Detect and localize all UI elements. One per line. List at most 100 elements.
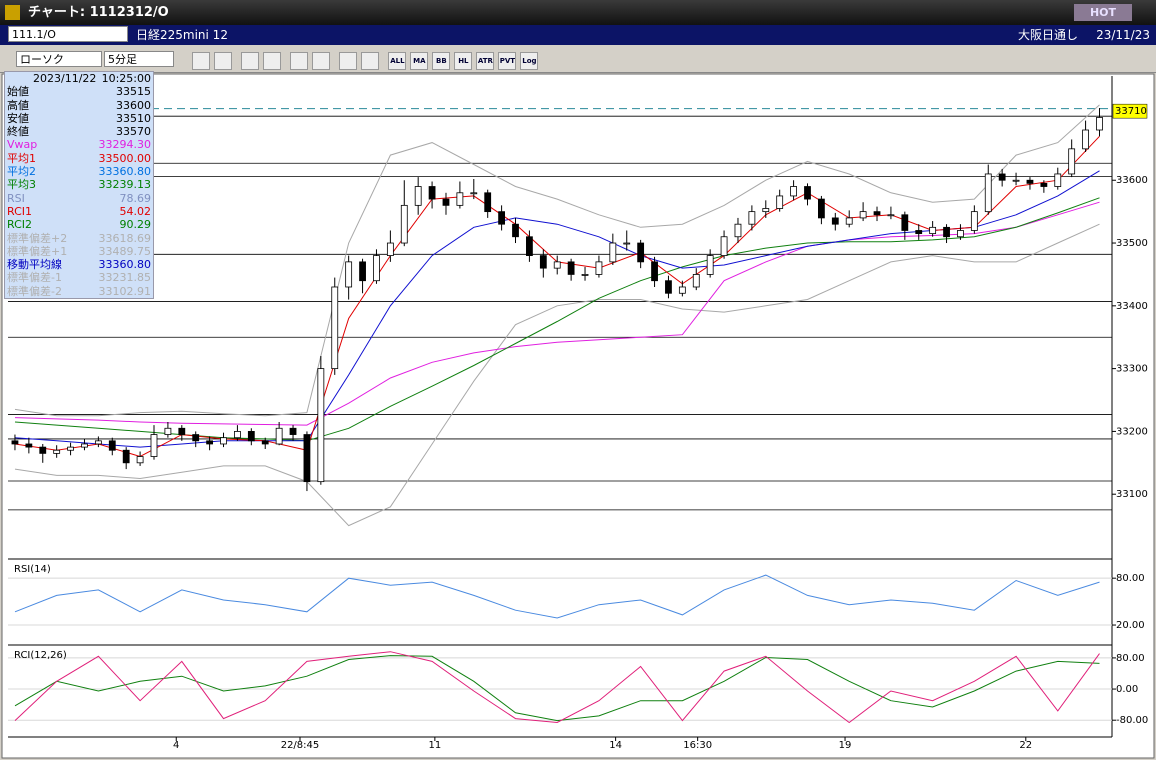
x-tick-label: 22/8:45	[281, 740, 320, 751]
candle-body	[442, 198, 450, 206]
x-tick-label: 22	[1019, 740, 1032, 751]
toolbar-button[interactable]: Log	[520, 51, 539, 70]
info-label: 標準偏差+1	[7, 244, 68, 258]
symbol-name: 日経225mini 12	[136, 28, 228, 42]
info-value: 33618.69	[98, 231, 152, 245]
candle-body	[303, 434, 311, 483]
info-label: 平均2	[7, 165, 36, 179]
candle-body	[275, 427, 283, 445]
toolbar-button[interactable]: BB	[432, 51, 451, 70]
candle-body	[887, 214, 895, 217]
candle-body	[206, 440, 214, 445]
tool-icon[interactable]	[339, 51, 358, 70]
toolbar-button[interactable]: PVT	[498, 51, 517, 70]
candle-body	[790, 186, 797, 197]
tool-icon[interactable]	[214, 51, 232, 70]
candle-body	[247, 431, 255, 442]
candle-body	[1082, 129, 1089, 150]
candle-body	[804, 186, 811, 200]
info-value: 33600	[116, 98, 151, 112]
candle-body	[1068, 148, 1076, 175]
tool-icon[interactable]	[290, 51, 309, 70]
candle-body	[373, 255, 380, 282]
candle-body	[178, 427, 186, 435]
panel: 80.00 20.00 RSI(14)	[8, 564, 1145, 631]
candle-body	[164, 427, 172, 435]
symbol-select[interactable]: 111.1/O	[8, 26, 128, 42]
candle-body	[984, 173, 992, 213]
info-value: 33360.80	[98, 258, 152, 272]
candle-body	[400, 204, 408, 244]
candle-body	[470, 192, 478, 195]
candle-body	[456, 192, 464, 206]
candle-body	[818, 198, 825, 219]
y-tick-label: 80.00	[1116, 653, 1145, 664]
info-value: 33360.80	[98, 165, 152, 179]
info-row: 標準偏差-2 33102.91	[5, 285, 153, 298]
candle-body	[150, 434, 158, 457]
x-tick-label: 16:30	[683, 740, 712, 751]
info-label: 安値	[7, 111, 29, 125]
candle-body	[609, 242, 617, 263]
candle-body	[831, 217, 839, 225]
y-tick-label: 80.00	[1116, 573, 1145, 584]
info-row: RSI 78.69	[5, 192, 153, 205]
chart-type-select[interactable]: ローソク	[16, 51, 102, 67]
candle-body	[261, 440, 269, 445]
last-price-label: 33710	[1115, 106, 1147, 117]
candle-body	[651, 261, 658, 282]
candle-body	[595, 261, 603, 275]
candle-body	[108, 440, 116, 451]
candle-body	[136, 456, 144, 464]
x-tick-label: 4	[173, 740, 179, 751]
tool-icon[interactable]	[263, 51, 282, 70]
y-tick-label: -80.00	[1116, 715, 1148, 726]
y-tick-label: 0.00	[1116, 684, 1138, 695]
last-price-box	[1112, 103, 1148, 119]
candle-body	[1096, 117, 1103, 131]
info-row: 移動平均線 33360.80	[5, 258, 153, 271]
info-label: 標準偏差+2	[7, 231, 68, 245]
title-bar: チャート: 1112312/O HOT	[0, 0, 1156, 25]
info-label: 始値	[7, 85, 29, 99]
info-value: 33510	[116, 111, 151, 125]
x-tick-label: 11	[428, 740, 441, 751]
info-row: 終値 33570	[5, 125, 153, 138]
chart-area	[1, 73, 1155, 759]
panel: 33100 33200 33300 33400 33500 33600 33710 4 22/8…	[8, 103, 1148, 751]
toolbar-button[interactable]: HL	[454, 51, 473, 70]
info-row: 高値 33600	[5, 99, 153, 112]
toolbar-button[interactable]: MA	[410, 51, 429, 70]
info-value: 33570	[116, 125, 151, 139]
candle-body	[859, 211, 867, 219]
info-value: 33500.00	[98, 151, 152, 165]
y-tick-label: 33200	[1116, 426, 1148, 437]
y-tick-label: 33300	[1116, 364, 1148, 375]
info-time: 10:25:00	[101, 72, 151, 85]
info-row: 標準偏差+1 33489.75	[5, 245, 153, 258]
tool-icon[interactable]	[312, 51, 331, 70]
hot-button[interactable]: HOT	[1074, 4, 1132, 21]
tool-icon[interactable]	[361, 51, 380, 70]
candle-body	[901, 214, 909, 231]
candle-body	[915, 230, 923, 235]
x-tick-label: 19	[839, 740, 852, 751]
panel-title: RCI(12,26)	[14, 650, 67, 661]
y-tick-label: 33400	[1116, 301, 1148, 312]
app-icon	[5, 5, 20, 20]
candle-body	[386, 242, 394, 256]
info-value: 90.29	[119, 218, 152, 232]
candle-body	[637, 242, 645, 263]
zoom-icon[interactable]	[192, 51, 210, 70]
toolbar: ローソク 5分足 ALL MA BB HL ATR PVT Log	[0, 45, 1156, 73]
candle-body	[25, 443, 33, 448]
candle-body	[873, 211, 881, 216]
tool-icon[interactable]	[241, 51, 260, 70]
y-tick-label: 20.00	[1116, 620, 1145, 631]
toolbar-button[interactable]: ALL	[388, 51, 407, 70]
toolbar-button[interactable]: ATR	[476, 51, 495, 70]
interval-select[interactable]: 5分足	[104, 51, 174, 67]
candle-body	[957, 230, 964, 238]
candle-body	[331, 286, 339, 370]
